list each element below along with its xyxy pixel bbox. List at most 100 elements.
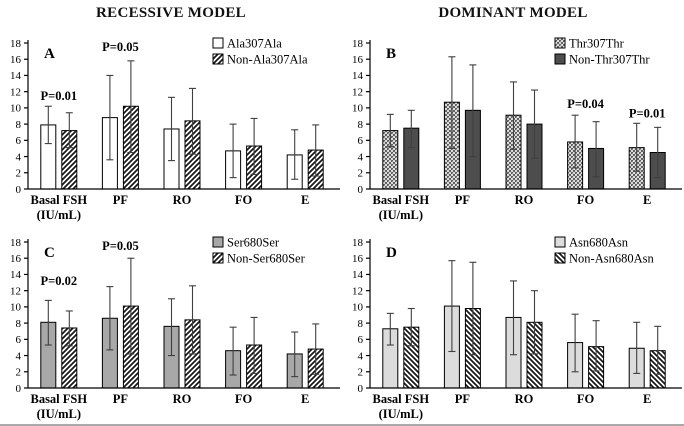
x-category-label: PF [113, 193, 129, 207]
y-tick-label: 18 [10, 237, 22, 249]
y-tick-label: 6 [16, 135, 22, 147]
legend: Ser680Ser Non-Ser680Ser [212, 236, 306, 266]
error-bar [469, 64, 477, 158]
error-bar [469, 261, 477, 356]
y-tick-label: 14 [352, 269, 364, 281]
error-bar [168, 96, 175, 162]
error-bar [250, 117, 258, 175]
legend-swatch [212, 53, 224, 65]
x-category-label: FO [577, 193, 595, 207]
error-bar [571, 114, 579, 169]
error-bar [312, 124, 320, 177]
panel-letter: C [44, 245, 55, 261]
x-category-label: Basal FSH [372, 392, 429, 406]
x-category-label: RO [515, 392, 534, 406]
x-category-label: PF [455, 193, 471, 207]
y-tick-label: 0 [358, 383, 364, 395]
error-bar [189, 87, 196, 155]
error-bar [386, 113, 394, 148]
error-bar [510, 280, 517, 356]
y-tick-label: 8 [16, 119, 22, 131]
dominant-model-title: DOMINANT MODEL [438, 5, 588, 21]
legend: Thr307Thr Non-Thr307Thr [554, 37, 650, 67]
y-tick-label: 12 [352, 86, 363, 98]
error-bar [571, 313, 579, 373]
y-tick-label: 16 [352, 54, 364, 66]
x-category-label: FO [577, 392, 595, 406]
x-category-label: (IU/mL) [379, 208, 423, 222]
y-tick-label: 2 [16, 367, 22, 379]
x-category-label: Basal FSH [372, 193, 429, 207]
error-bar [448, 56, 456, 149]
x-category-label: (IU/mL) [379, 407, 423, 421]
axes [24, 239, 340, 389]
y-tick-label: 4 [358, 151, 364, 163]
error-bar [127, 60, 135, 154]
p-value-annotation: P=0.05 [102, 239, 139, 253]
y-tick-label: 8 [16, 318, 22, 330]
y-tick-label: 18 [352, 237, 364, 249]
error-bar [229, 326, 237, 376]
y-tick-label: 6 [358, 135, 364, 147]
y-tick-label: 10 [352, 302, 364, 314]
error-bar [407, 307, 415, 347]
error-bar [106, 286, 114, 351]
y-tick-label: 2 [358, 367, 364, 379]
error-bar [106, 74, 114, 161]
p-value-annotation: P=0.05 [102, 40, 139, 54]
legend: Ala307Ala Non-Ala307Ala [212, 37, 308, 67]
x-category-label: E [643, 193, 651, 207]
bars [382, 56, 666, 190]
error-bar [229, 123, 237, 179]
y-tick-label: 10 [352, 103, 364, 115]
y-tick-label: 8 [358, 318, 364, 330]
x-category-label: E [301, 392, 309, 406]
legend: Asn680Asn Non-Asn680Asn [554, 236, 654, 266]
error-bar [312, 323, 320, 375]
x-category-label: Basal FSH [30, 193, 87, 207]
legend-swatch [212, 37, 224, 49]
panel-d: 0 2 4 6 8 10 12 14 16 18 Basal FSH (IU/mL) PF RO FO E D A… [342, 226, 684, 425]
legend-swatch [554, 53, 566, 65]
error-bar [44, 299, 52, 346]
error-bar [654, 325, 662, 375]
panel-b: 0 2 4 6 8 10 12 14 16 18 Basal FSH (IU/mL) PF RO FO E B T… [342, 27, 684, 226]
x-category-label: FO [235, 392, 253, 406]
error-bar [592, 121, 600, 178]
panel-c-chart: 0 2 4 6 8 10 12 14 16 18 Basal FSH(IU/mL) PF RO FO E C S… [10, 236, 340, 421]
error-bar [291, 331, 299, 378]
legend-label: Asn680Asn [569, 236, 629, 250]
error-bar [65, 310, 73, 347]
legend-swatch [554, 252, 566, 264]
legend-swatch [554, 236, 566, 248]
legend-label: Non-Ser680Ser [227, 252, 306, 266]
panel-letter: A [44, 46, 55, 62]
panel-c: 0 2 4 6 8 10 12 14 16 18 Basal FSH (IU/mL) PF RO FO E C S… [0, 226, 342, 425]
y-tick-label: 0 [358, 184, 364, 196]
y-tick-label: 16 [10, 253, 22, 265]
y-tick-label: 6 [358, 334, 364, 346]
y-tick-label: 18 [352, 38, 364, 50]
x-category-label: PF [113, 392, 129, 406]
y-tick-label: 12 [352, 285, 363, 297]
y-tick-label: 4 [358, 350, 364, 362]
y-tick-label: 6 [16, 334, 22, 346]
x-category-label: Basal FSH [30, 392, 87, 406]
legend-label: Ser680Ser [227, 236, 280, 250]
error-bar [592, 320, 600, 372]
p-value-annotation: P=0.01 [40, 89, 77, 103]
legend-label: Non-Ala307Ala [227, 53, 308, 67]
error-bar [531, 290, 538, 355]
x-category-label: RO [173, 392, 192, 406]
x-category-label: E [643, 392, 651, 406]
panel-a-chart: 0 2 4 6 8 10 12 14 16 18 Basal FSH(IU/mL) PF RO FO E A A… [10, 37, 340, 222]
error-bar [448, 260, 456, 353]
column-titles: RECESSIVE MODEL DOMINANT MODEL [0, 0, 684, 27]
legend-label: Thr307Thr [569, 37, 625, 51]
y-tick-label: 10 [10, 103, 22, 115]
error-bar [250, 316, 258, 374]
y-tick-label: 14 [10, 269, 22, 281]
x-category-label: (IU/mL) [37, 208, 81, 222]
error-bar [633, 122, 641, 172]
